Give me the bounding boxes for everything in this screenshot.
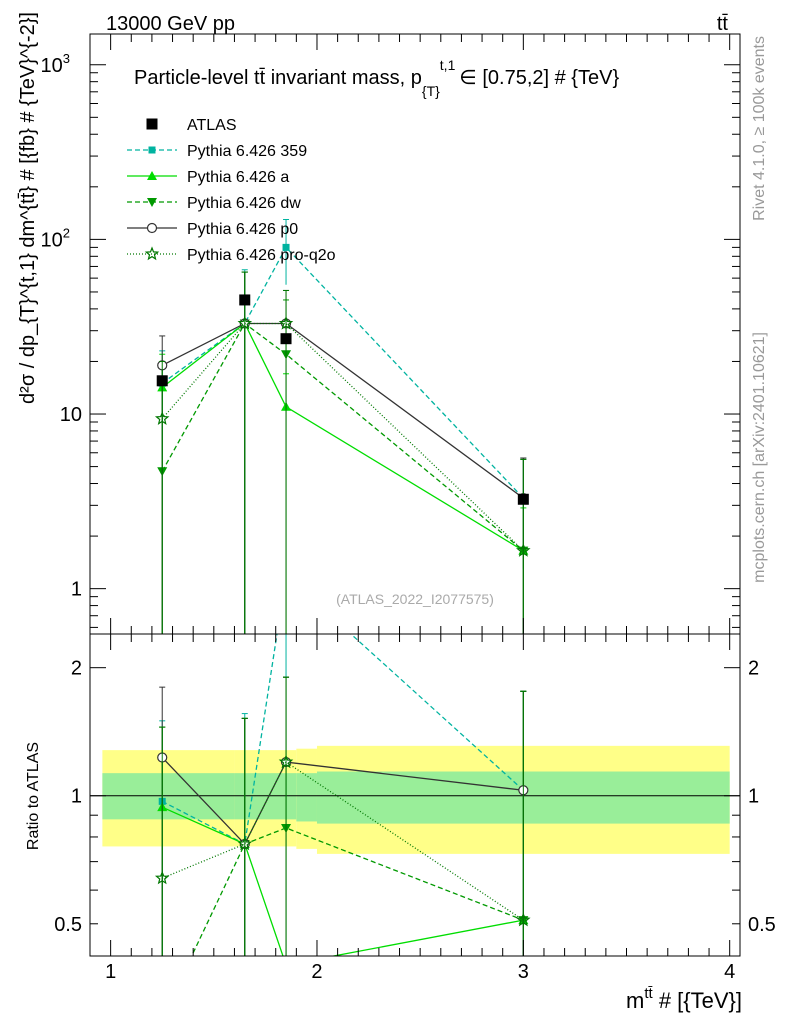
legend-label-pp0: Pythia 6.426 p0 <box>187 221 298 238</box>
y-tick-exp-2: 2 <box>63 225 70 240</box>
legend-marker-pa <box>147 171 157 180</box>
ratio-line-p359 <box>161 634 524 846</box>
point-pq2o-0 <box>154 411 170 425</box>
y-axis-label: d²σ / dp_{T}^{t,1} dm^{tt̄} # [{fb} # {T… <box>17 12 39 404</box>
legend-marker-p359 <box>148 146 156 154</box>
legend-marker-pq2o <box>144 246 160 261</box>
ratio-point-pq2o-2 <box>278 754 294 769</box>
ratio-point-pq2o-0 <box>154 870 170 885</box>
legend-item-pp0: Pythia 6.426 p0 <box>127 221 298 238</box>
ratio-tick-label-left-1: 1 <box>71 786 82 808</box>
ratio-line-pa <box>161 806 524 956</box>
ratio-tick-label-right-0: 0.5 <box>748 914 776 936</box>
ratio-axis-label: Ratio to ATLAS <box>25 742 42 850</box>
legend-label-pq2o: Pythia 6.426 pro-q2o <box>187 247 336 264</box>
main-panel-series <box>154 218 531 634</box>
x-axis-label-sup: tt̄ <box>644 985 653 1002</box>
ratio-point-pq2o-3 <box>516 912 531 927</box>
atlas-point-0 <box>156 375 168 387</box>
ratio-series-pq2o <box>154 676 531 956</box>
ratio-line-pq2o <box>161 761 524 921</box>
y-tick-exp-3: 3 <box>63 51 70 66</box>
series-atlas <box>156 294 529 505</box>
ratio-panel-series <box>154 634 531 1023</box>
side-label-rivet: Rivet 4.1.0, ≥ 100k events <box>751 36 768 221</box>
series-p359 <box>158 218 527 634</box>
legend-item-p359: Pythia 6.426 359 <box>127 143 307 160</box>
side-label-mcplots: mcplots.cern.ch [arXiv:2401.10621] <box>751 332 768 583</box>
series-line-pp0 <box>161 322 524 499</box>
series-layer <box>154 218 531 1023</box>
header-right: tt̄ <box>717 13 729 35</box>
legend-item-atlas: ATLAS <box>146 117 237 134</box>
series-line-pq2o <box>161 322 524 552</box>
ratio-tick-label-left-0: 0.5 <box>54 914 82 936</box>
point-pq2o-3 <box>516 543 531 557</box>
legend-label-pa: Pythia 6.426 a <box>187 169 289 186</box>
header-left: 13000 GeV pp <box>106 13 235 35</box>
ratio-frame <box>89 633 741 957</box>
ratio-tick-label-right-1: 1 <box>748 786 759 808</box>
chart-title-sup: t,1 <box>440 57 456 73</box>
series-line-p359 <box>161 246 524 499</box>
ratio-tick-label-right-2: 2 <box>748 658 759 680</box>
atlas-point-3 <box>517 493 529 505</box>
x-tick-label-2: 3 <box>518 961 529 983</box>
series-pa <box>157 271 529 634</box>
y-tick-label-2: 102 <box>41 225 70 251</box>
y-tick-label-1: 10 <box>60 404 82 426</box>
series-pq2o <box>154 271 531 634</box>
x-axis-label-main: m <box>626 988 644 1013</box>
point-p359-2 <box>282 243 290 251</box>
watermark: (ATLAS_2022_I2077575) <box>336 591 494 607</box>
point-pq2o-1 <box>237 315 253 330</box>
legend-item-pq2o: Pythia 6.426 pro-q2o <box>127 246 336 264</box>
ratio-point-pq2o-1 <box>237 836 253 851</box>
x-tick-label-0: 1 <box>105 961 116 983</box>
legend-marker-pdw <box>147 198 157 207</box>
series-pp0 <box>157 271 529 634</box>
ratio-point-pdw-0 <box>157 1014 167 1023</box>
legend-marker-atlas <box>146 118 158 130</box>
legend-item-pa: Pythia 6.426 a <box>127 169 289 186</box>
series-pdw <box>157 271 529 634</box>
y-tick-base-2: 10 <box>41 229 63 251</box>
y-tick-label-0: 1 <box>71 579 82 601</box>
atlas-point-2 <box>280 333 292 345</box>
legend-item-pdw: Pythia 6.426 dw <box>127 195 301 212</box>
chart-title-tail: ∈ [0.75,2] # {TeV} <box>459 67 619 89</box>
legend-label-atlas: ATLAS <box>187 117 237 134</box>
legend-label-p359: Pythia 6.426 359 <box>187 143 307 160</box>
chart-title: Particle-level tt̄ invariant mass, p{T}t… <box>134 57 619 99</box>
legend: ATLAS Pythia 6.426 359 Pythia 6.426 a Pythi… <box>127 117 336 264</box>
chart-title-main: Particle-level tt̄ invariant mass, p <box>134 67 422 89</box>
y-tick-base-3: 10 <box>41 55 63 77</box>
band-inner-1 <box>234 773 297 820</box>
y-tick-label-3: 103 <box>41 51 70 77</box>
legend-label-pdw: Pythia 6.426 dw <box>187 195 301 212</box>
legend-marker-pp0 <box>146 222 158 234</box>
ratio-tick-label-left-2: 2 <box>71 658 82 680</box>
series-line-pa <box>161 322 524 552</box>
ratio-bands <box>102 745 730 854</box>
x-tick-label-3: 4 <box>724 961 735 983</box>
ratio-line-pdw <box>190 827 524 956</box>
point-pq2o-2 <box>278 315 294 330</box>
series-line-pdw <box>161 322 524 552</box>
band-inner-0 <box>102 773 235 820</box>
atlas-point-1 <box>239 294 251 306</box>
ratio-point-pa-2 <box>281 960 291 969</box>
band-inner-2 <box>296 773 317 822</box>
x-axis-label-tail: # [{TeV}] <box>653 988 742 1013</box>
x-tick-label-1: 2 <box>311 961 322 983</box>
x-axis-label: mtt̄ # [{TeV}] <box>626 985 742 1013</box>
chart-title-sub: {T} <box>422 83 440 99</box>
